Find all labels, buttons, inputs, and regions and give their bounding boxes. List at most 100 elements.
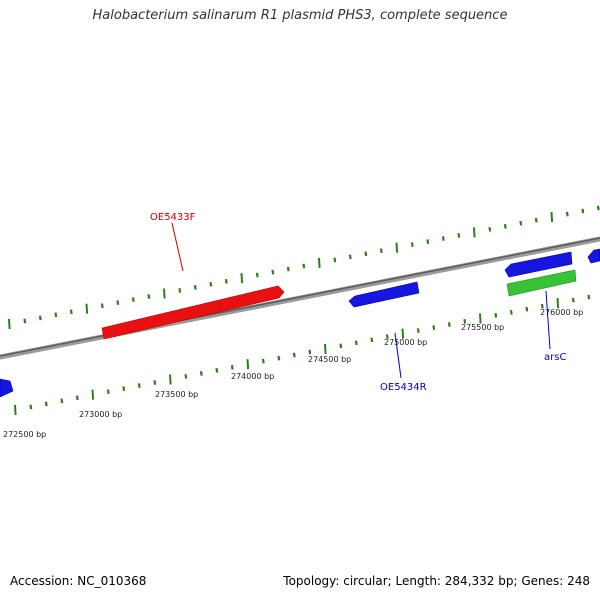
outer-minor-tick bbox=[255, 272, 259, 278]
outer-minor-tick bbox=[596, 205, 600, 211]
gene-label-oe5434r[interactable]: OE5434R bbox=[380, 382, 427, 393]
outer-minor-tick bbox=[224, 278, 228, 284]
map-title: Halobacterium salinarum R1 plasmid PHS3,… bbox=[92, 8, 508, 23]
outer-minor-tick bbox=[302, 263, 306, 269]
gene-blue-right-a-feature[interactable] bbox=[504, 251, 573, 278]
outer-minor-tick bbox=[333, 257, 337, 263]
outer-major-tick bbox=[240, 273, 244, 284]
accession-text: Accession: NC_010368 bbox=[10, 574, 147, 588]
inner-major-tick bbox=[401, 328, 405, 339]
outer-minor-tick bbox=[38, 315, 42, 321]
outer-minor-tick bbox=[364, 251, 368, 257]
inner-major-tick bbox=[556, 298, 560, 309]
inner-minor-tick bbox=[509, 309, 513, 315]
scale-label: 274000 bp bbox=[231, 372, 274, 381]
inner-minor-tick bbox=[215, 367, 219, 373]
inner-minor-tick bbox=[261, 358, 265, 364]
inner-minor-tick bbox=[106, 389, 110, 395]
gene-oe5433f-feature[interactable] bbox=[101, 285, 285, 340]
outer-minor-tick bbox=[503, 223, 507, 229]
inner-major-tick bbox=[324, 343, 327, 354]
inner-tick-track bbox=[14, 294, 591, 416]
outer-minor-tick bbox=[147, 294, 151, 299]
oe5434r-leader-line bbox=[394, 332, 402, 379]
backbone-highlight bbox=[0, 237, 600, 357]
outer-major-tick bbox=[163, 288, 166, 299]
inner-minor-tick bbox=[540, 303, 544, 309]
scale-label: 275000 bp bbox=[384, 338, 427, 347]
inner-minor-tick bbox=[292, 352, 296, 358]
inner-major-tick bbox=[91, 389, 95, 400]
gene-blue-right-edge-feature[interactable] bbox=[587, 248, 600, 264]
outer-major-tick bbox=[8, 318, 11, 330]
inner-minor-tick bbox=[339, 343, 343, 349]
outer-minor-tick bbox=[581, 208, 585, 214]
inner-minor-tick bbox=[432, 325, 436, 330]
outer-minor-tick bbox=[519, 220, 523, 226]
inner-minor-tick bbox=[354, 340, 358, 346]
inner-minor-tick bbox=[60, 398, 64, 404]
outer-major-tick bbox=[318, 257, 321, 268]
inner-minor-tick bbox=[122, 386, 126, 391]
inner-minor-tick bbox=[184, 374, 188, 379]
gene-label-arsc[interactable]: arsC bbox=[544, 352, 566, 363]
outer-minor-tick bbox=[193, 285, 197, 290]
outer-minor-tick bbox=[271, 269, 275, 275]
topology-summary-text: Topology: circular; Length: 284,332 bp; … bbox=[283, 574, 590, 588]
scale-label: 276000 bp bbox=[540, 308, 583, 317]
outer-minor-tick bbox=[379, 248, 383, 254]
inner-minor-tick bbox=[277, 355, 281, 361]
scale-label: 273000 bp bbox=[79, 410, 122, 419]
outer-minor-tick bbox=[23, 318, 27, 324]
inner-minor-tick bbox=[230, 364, 234, 370]
outer-minor-tick bbox=[441, 236, 445, 241]
gene-arsc-feature[interactable] bbox=[506, 269, 577, 297]
outer-minor-tick bbox=[348, 254, 352, 260]
scale-label: 275500 bp bbox=[461, 323, 504, 332]
oe5433f-leader-line bbox=[171, 222, 184, 272]
outer-major-tick bbox=[550, 212, 554, 223]
outer-minor-tick bbox=[410, 242, 414, 247]
inner-minor-tick bbox=[153, 380, 157, 385]
outer-minor-tick bbox=[426, 239, 430, 244]
inner-major-tick bbox=[14, 404, 17, 416]
inner-major-tick bbox=[169, 374, 172, 385]
backbone-line bbox=[0, 236, 600, 360]
outer-minor-tick bbox=[100, 303, 104, 309]
inner-major-tick bbox=[246, 359, 250, 370]
outer-minor-tick bbox=[131, 297, 135, 302]
inner-minor-tick bbox=[525, 306, 529, 312]
gene-blue-left-edge-feature[interactable] bbox=[0, 378, 14, 398]
outer-minor-tick bbox=[488, 226, 492, 232]
scale-label: 274500 bp bbox=[308, 355, 351, 364]
outer-minor-tick bbox=[534, 217, 538, 223]
gene-features bbox=[0, 248, 600, 398]
outer-minor-tick bbox=[565, 211, 569, 217]
inner-major-tick bbox=[479, 313, 482, 324]
gene-oe5434r-feature[interactable] bbox=[348, 281, 420, 308]
inner-minor-tick bbox=[494, 312, 498, 318]
scale-label: 272500 bp bbox=[3, 430, 46, 439]
outer-minor-tick bbox=[286, 266, 290, 272]
inner-minor-tick bbox=[44, 401, 48, 407]
inner-minor-tick bbox=[416, 328, 420, 333]
outer-major-tick bbox=[395, 242, 399, 253]
inner-minor-tick bbox=[308, 349, 312, 355]
inner-minor-tick bbox=[447, 322, 451, 327]
outer-major-tick bbox=[473, 227, 476, 238]
outer-minor-tick bbox=[457, 233, 461, 238]
gene-label-oe5433f[interactable]: OE5433F bbox=[150, 212, 196, 223]
inner-minor-tick bbox=[199, 371, 203, 376]
outer-major-tick bbox=[85, 303, 89, 314]
arsc-leader-line bbox=[545, 290, 551, 350]
inner-minor-tick bbox=[75, 395, 79, 401]
outer-minor-tick bbox=[69, 309, 73, 315]
outer-minor-tick bbox=[209, 281, 213, 287]
inner-minor-tick bbox=[370, 337, 374, 343]
inner-minor-tick bbox=[463, 319, 467, 324]
inner-minor-tick bbox=[587, 294, 591, 300]
inner-minor-tick bbox=[571, 297, 575, 303]
scale-labels: 272500 bp 273000 bp 273500 bp 274000 bp 2745… bbox=[3, 308, 583, 439]
outer-tick-track bbox=[8, 205, 600, 330]
